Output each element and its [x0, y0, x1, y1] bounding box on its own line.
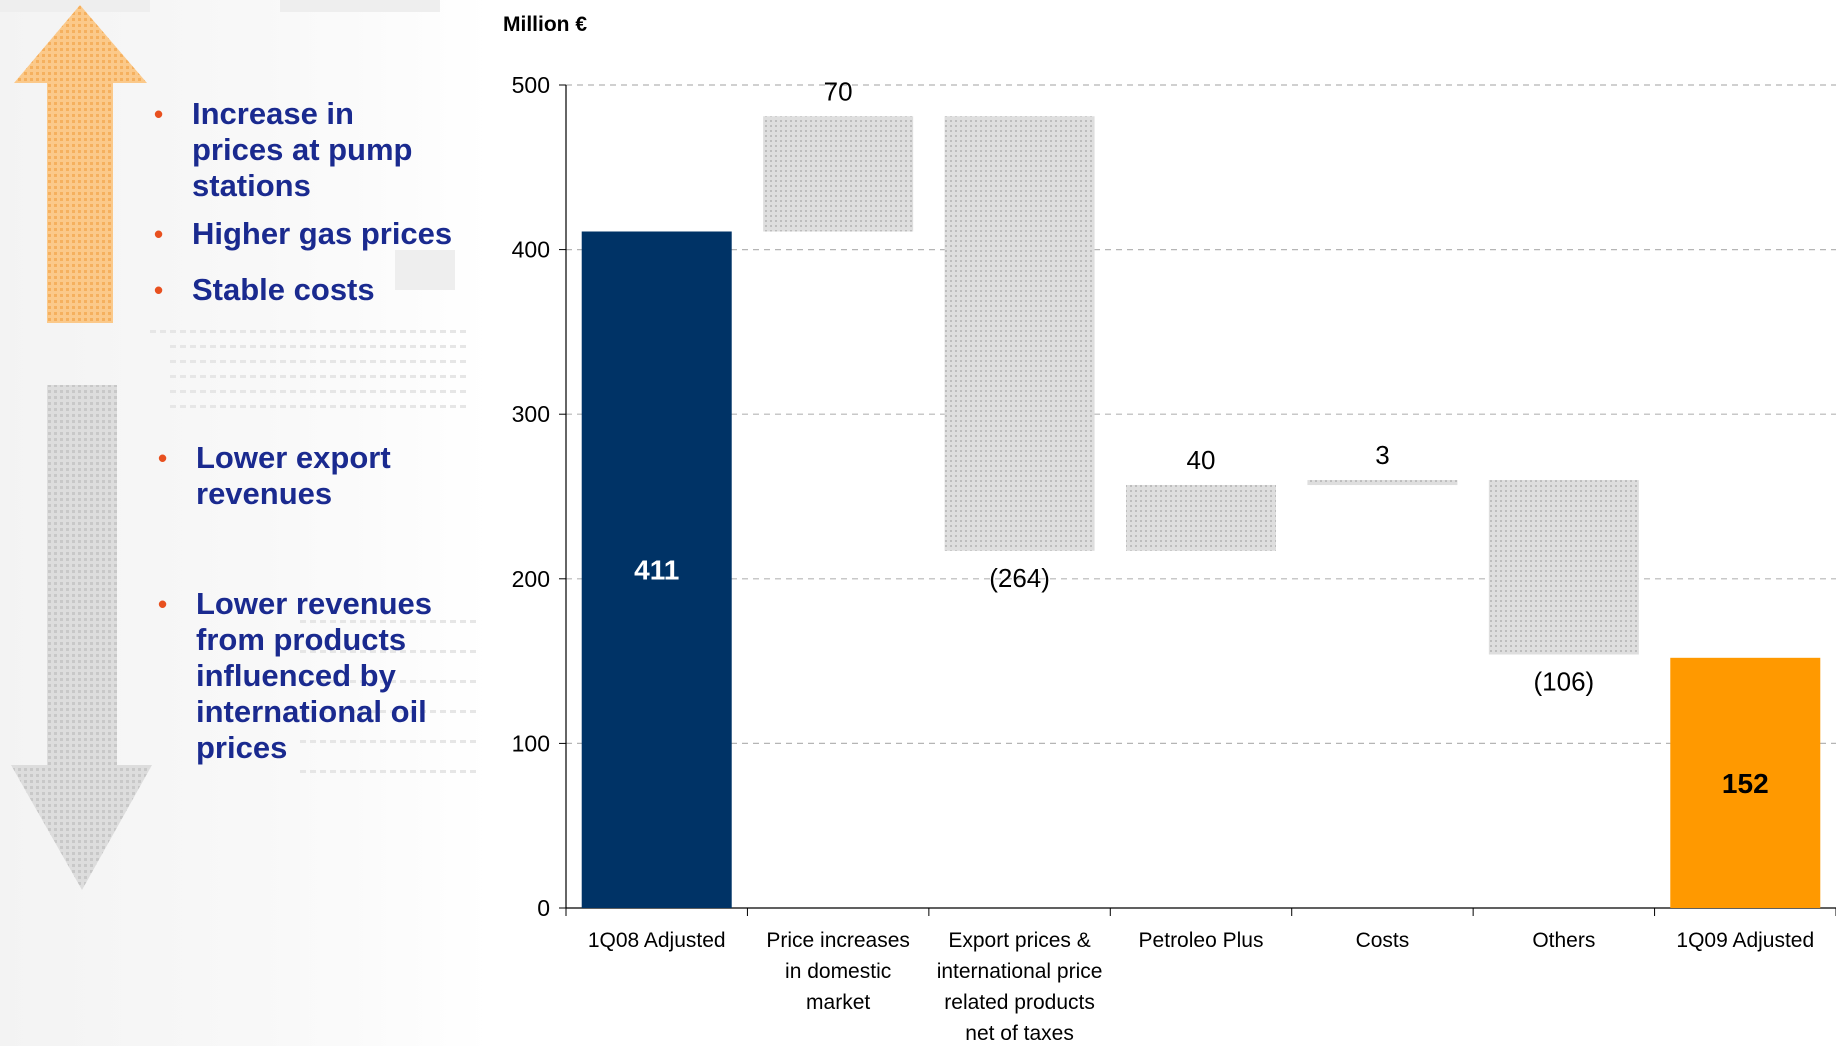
background-texture: [395, 250, 455, 290]
delta-bar: [1307, 480, 1458, 486]
bullet-item: • Higher gas prices: [154, 216, 492, 252]
delta-bar: [763, 116, 914, 232]
down-bullet-list: • Lower export revenues • Lower revenues f…: [158, 440, 456, 766]
x-category-label: Costs: [1356, 929, 1410, 952]
unit-label: Million €: [503, 13, 587, 36]
bullet-text: Increase in prices at pump stations: [192, 96, 413, 203]
data-label: 40: [1187, 445, 1216, 475]
bullet-icon: •: [154, 219, 164, 249]
bullet-item: • Lower revenues from products influenced…: [158, 586, 456, 766]
bullet-text: Higher gas prices: [192, 216, 453, 251]
data-label: 152: [1722, 768, 1769, 799]
x-category-label: Petroleo Plus: [1139, 929, 1264, 952]
x-category-label: international price: [937, 960, 1103, 983]
bullet-item: • Lower export revenues: [158, 440, 426, 512]
x-category-label: net of taxes: [965, 1022, 1074, 1045]
bullet-item: • Increase in prices at pump stations: [154, 96, 432, 204]
background-texture: [150, 330, 470, 333]
total-bar: [581, 231, 732, 908]
data-label: 3: [1375, 440, 1389, 470]
background-texture: [0, 0, 150, 12]
y-tick-label: 100: [512, 730, 550, 756]
x-category-label: 1Q08 Adjusted: [588, 929, 726, 952]
bullet-text: Stable costs: [192, 272, 375, 307]
background-texture: [300, 740, 480, 743]
x-category-label: Export prices &: [948, 929, 1090, 952]
total-bar: [1670, 657, 1821, 908]
data-label: 411: [634, 555, 679, 586]
y-tick-label: 0: [537, 895, 550, 921]
y-tick-label: 300: [512, 401, 550, 427]
up-bullet-list: • Increase in prices at pump stations • Hi…: [154, 96, 492, 308]
background-texture: [170, 375, 470, 378]
direction-arrows: [11, 5, 152, 890]
bullet-icon: •: [158, 443, 168, 473]
bullet-icon: •: [158, 589, 168, 619]
data-label: (106): [1534, 667, 1595, 697]
x-category-label: in domestic: [785, 960, 891, 983]
background-texture: [170, 405, 470, 408]
y-tick-label: 400: [512, 237, 550, 263]
waterfall-chart: 0 100 200 300 400 500 411 70 (264) 40 3 (106) 152 1Q…: [512, 72, 1836, 1045]
background-texture: [300, 680, 480, 683]
x-category-label: related products: [944, 991, 1095, 1014]
background-texture: [300, 710, 480, 713]
y-tick-label: 500: [512, 72, 550, 98]
down-arrow-icon: [11, 385, 152, 890]
data-label: 70: [824, 76, 853, 106]
x-category-label: Price increases: [766, 929, 910, 952]
delta-bar: [1488, 480, 1639, 655]
background-texture: [170, 345, 470, 348]
background-texture: [170, 390, 470, 393]
background-texture: [170, 360, 470, 363]
x-category-label: 1Q09 Adjusted: [1676, 929, 1814, 952]
background-texture: [300, 620, 480, 623]
bullet-icon: •: [154, 99, 164, 129]
bullet-text: Lower export revenues: [196, 440, 391, 511]
data-label: (264): [989, 563, 1050, 593]
background-texture: [280, 0, 440, 12]
delta-bar: [1126, 484, 1276, 551]
bullet-icon: •: [154, 275, 164, 305]
delta-bar: [944, 116, 1095, 551]
y-tick-label: 200: [512, 566, 550, 592]
bullet-text: Lower revenues from products influenced …: [196, 586, 433, 765]
bullet-item: • Stable costs: [154, 272, 492, 308]
up-arrow-icon: [14, 5, 147, 323]
background-texture: [300, 650, 480, 653]
x-category-label: Others: [1532, 929, 1595, 952]
x-category-label: market: [806, 991, 870, 1014]
background-texture: [300, 770, 480, 773]
